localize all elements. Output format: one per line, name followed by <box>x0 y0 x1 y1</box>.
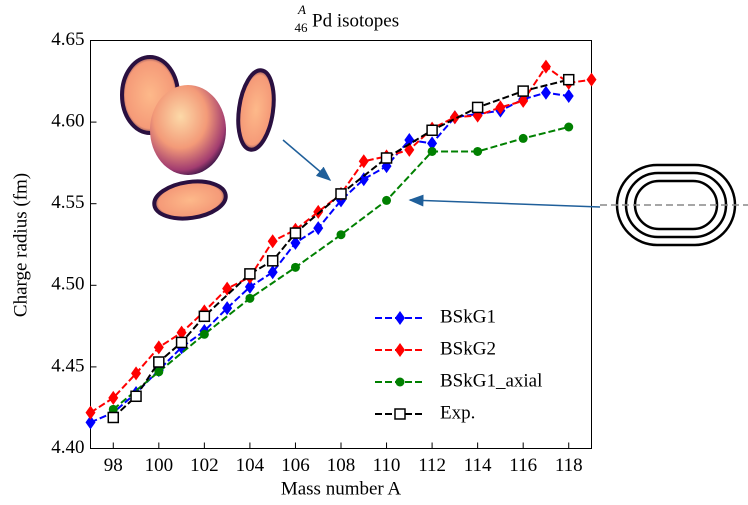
marker <box>335 188 347 200</box>
marker <box>175 336 188 349</box>
marker <box>382 195 392 205</box>
marker <box>540 85 551 100</box>
marker <box>85 405 96 420</box>
marker <box>85 415 96 430</box>
y-tick-label: 4.50 <box>51 274 84 295</box>
y-tick-label: 4.60 <box>51 110 84 131</box>
marker <box>471 101 484 114</box>
x-tick-label: 108 <box>327 455 356 476</box>
marker <box>562 73 575 86</box>
marker <box>289 227 302 239</box>
x-tick-label: 98 <box>104 455 123 476</box>
marker <box>518 93 529 108</box>
title-superscript: A <box>297 2 306 17</box>
marker <box>313 221 324 236</box>
x-tick-label: 102 <box>190 455 219 476</box>
marker <box>427 136 438 151</box>
marker <box>107 411 120 424</box>
x-tick-label: 110 <box>373 455 401 476</box>
arrow <box>408 194 601 208</box>
marker <box>267 265 278 280</box>
marker <box>404 133 415 148</box>
marker <box>108 390 119 405</box>
nucleus <box>150 85 226 175</box>
legend: BSkG1 BSkG2 BSkG1_axial Exp. <box>375 306 542 423</box>
x-tick-label: 106 <box>281 455 310 476</box>
marker <box>153 340 164 355</box>
y-axis-label: Charge radius (fm) <box>10 173 31 317</box>
marker <box>244 268 256 280</box>
slice <box>152 179 228 221</box>
y-tick-label: 4.45 <box>51 355 84 376</box>
marker <box>395 377 405 387</box>
marker <box>380 152 393 164</box>
series-line <box>112 126 569 411</box>
legend-label: BSkG1_axial <box>440 370 542 391</box>
marker <box>222 301 233 316</box>
x-tick-label: 116 <box>509 455 537 476</box>
marker <box>395 343 405 357</box>
marker <box>517 85 529 97</box>
y-tick-label: 4.55 <box>51 192 84 213</box>
marker <box>267 234 278 249</box>
legend-label: BSkG2 <box>440 338 496 359</box>
legend-label: BSkG1 <box>440 306 496 327</box>
marker <box>473 146 483 156</box>
marker <box>563 88 574 103</box>
marker <box>394 408 406 420</box>
x-tick-label: 118 <box>555 455 583 476</box>
y-tick-label: 4.40 <box>51 437 84 458</box>
marker <box>427 146 437 156</box>
chart-title: Pd isotopes <box>312 10 399 31</box>
x-tick-label: 114 <box>464 455 492 476</box>
series-line <box>112 78 569 419</box>
marker <box>131 366 142 381</box>
marker <box>540 59 551 74</box>
marker <box>564 122 574 132</box>
marker <box>266 255 279 267</box>
marker <box>358 172 369 187</box>
plot-area <box>85 59 597 430</box>
x-axis-label: Mass number A <box>281 478 402 499</box>
marker <box>199 329 209 339</box>
slice <box>236 68 276 152</box>
marker <box>176 325 187 340</box>
marker <box>198 310 211 323</box>
marker <box>245 293 255 303</box>
marker <box>358 154 369 169</box>
marker <box>154 367 164 377</box>
marker <box>395 311 405 325</box>
nucleus-insets <box>120 55 332 221</box>
y-tick-label: 4.65 <box>51 29 84 50</box>
title-subscript: 46 <box>295 20 309 35</box>
marker <box>108 404 118 414</box>
x-tick-label: 100 <box>145 455 174 476</box>
x-tick-label: 112 <box>418 455 446 476</box>
marker <box>222 281 233 296</box>
marker <box>153 356 165 368</box>
x-tick-label: 104 <box>236 455 265 476</box>
marker <box>518 133 528 143</box>
marker <box>290 235 301 250</box>
legend-label: Exp. <box>440 402 475 423</box>
series-line <box>89 65 592 414</box>
marker <box>313 204 324 219</box>
arrow <box>282 139 332 181</box>
marker <box>130 390 142 403</box>
marker <box>336 230 346 240</box>
marker <box>495 100 506 115</box>
marker <box>426 124 438 137</box>
marker <box>244 279 255 294</box>
marker <box>290 262 300 272</box>
marker <box>586 72 597 87</box>
